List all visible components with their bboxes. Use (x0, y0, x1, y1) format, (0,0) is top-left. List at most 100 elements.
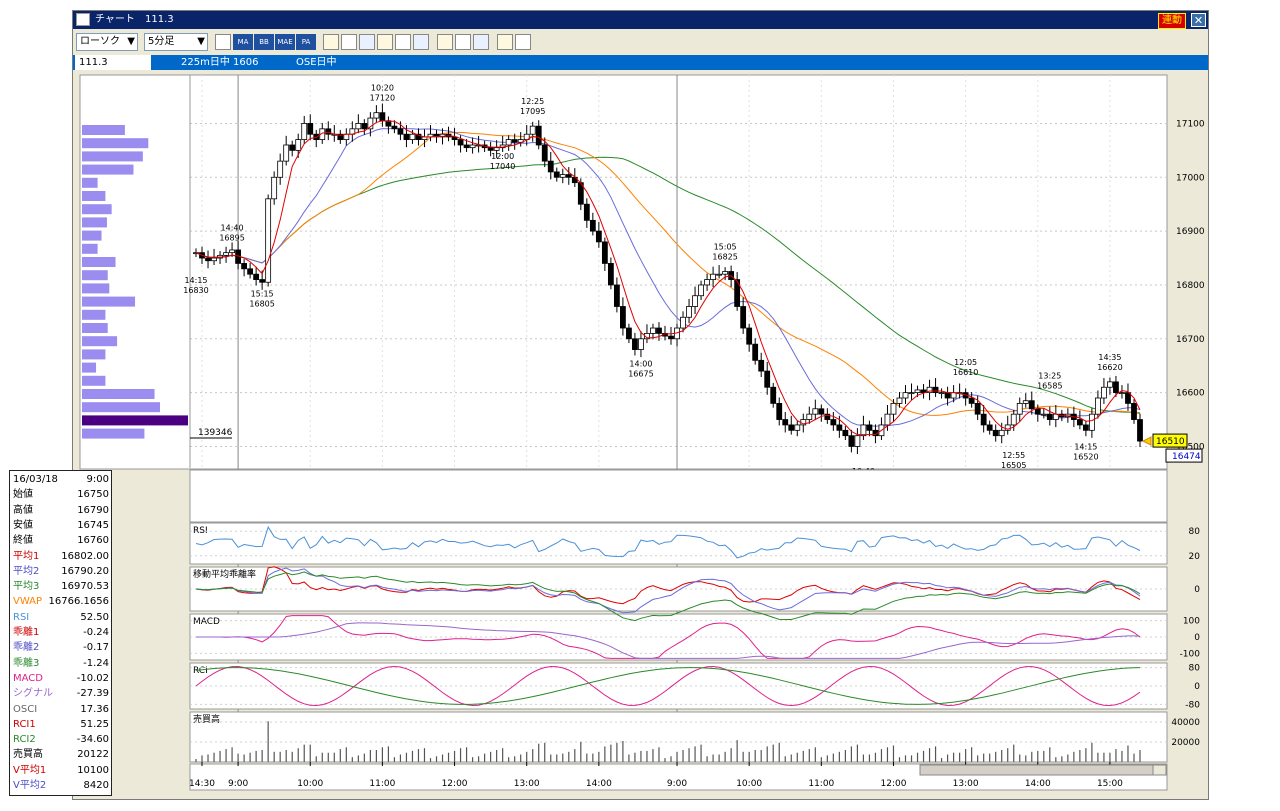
volume-profile-bar (82, 164, 134, 175)
oscillator-icon[interactable] (341, 34, 357, 50)
candle-body (686, 306, 692, 318)
ma-icon[interactable]: MA (233, 34, 253, 50)
candle-body (301, 123, 308, 141)
candle-body (764, 370, 771, 388)
candle-body (806, 413, 813, 420)
candle-body (1004, 424, 1011, 431)
ohlc-value: 16970.53 (61, 581, 109, 593)
candle-body (1095, 397, 1101, 415)
ohlc-key: VWAP (13, 596, 43, 608)
candle-body (836, 424, 843, 431)
ohlc-row: 乖離2 -0.17 (10, 640, 113, 655)
info-bar: 111.3 225m日中 1606 OSE日中 (73, 55, 1208, 70)
pa-icon[interactable]: PA (296, 34, 316, 50)
ruler-icon[interactable] (413, 34, 429, 50)
candle-body (620, 306, 626, 329)
candle-body (746, 327, 753, 345)
interval-select[interactable]: 5分足 ▼ (144, 33, 208, 51)
window-code: 111.3 (145, 14, 174, 25)
time-tick-label: 13:00 (953, 779, 979, 789)
annotation-price: 16620 (1097, 363, 1122, 372)
candle-body (740, 306, 747, 329)
chart-type-select[interactable]: ローソク ▼ (76, 33, 138, 51)
annotation-time: 14:00 (629, 359, 652, 368)
ohlc-row: シグナル -27.39 (10, 686, 113, 701)
ohlc-value: 16790 (77, 504, 109, 516)
ohlc-value: 17.36 (80, 703, 109, 715)
annotation-time: 12:05 (954, 358, 977, 367)
time-tick-label: 11:00 (369, 779, 395, 789)
candle-body (914, 389, 921, 394)
rci2-line (195, 667, 1141, 705)
time-tick-label: 13:00 (514, 779, 540, 789)
close-icon[interactable]: ✕ (1191, 13, 1206, 27)
ohlc-value: 16750 (77, 489, 109, 501)
annotation-time: 12:00 (491, 152, 514, 161)
volume-profile-bar (82, 283, 110, 294)
price-tick-label: 16800 (1176, 281, 1205, 291)
candle-body (752, 343, 759, 361)
candle-body (1022, 400, 1029, 404)
ohlc-value: 16745 (77, 519, 109, 531)
horizontal-scrollbar (919, 764, 1154, 776)
ma1-line (195, 120, 1141, 436)
candle-body (223, 252, 229, 256)
candle-body (607, 263, 614, 286)
settings-icon[interactable] (497, 34, 513, 50)
annotation-time: 13:25 (1038, 372, 1061, 381)
candle-body (487, 147, 494, 151)
pen-icon[interactable] (437, 34, 453, 50)
candle-body (698, 284, 704, 297)
dev2-line (195, 567, 1141, 614)
candle-body (896, 397, 903, 404)
candle-body (1034, 408, 1041, 415)
mae-icon[interactable]: MAE (275, 34, 295, 50)
candle-body (469, 144, 476, 149)
volume-profile-bar (82, 389, 155, 399)
candle-body (710, 273, 716, 280)
indicator-icon[interactable] (215, 34, 231, 50)
annotation-time: 14:15 (1074, 443, 1097, 452)
zoom-icon[interactable] (377, 34, 393, 50)
annotation-time: 12:55 (1002, 451, 1025, 460)
line-chart-icon[interactable] (323, 34, 339, 50)
dev3-line (195, 571, 1141, 622)
candle-body (295, 139, 302, 151)
candle-body (589, 219, 596, 232)
price-tick-label: 16700 (1176, 335, 1205, 345)
annotation-price: 17040 (490, 162, 515, 171)
pointer-icon[interactable] (455, 34, 471, 50)
price-icon[interactable] (359, 34, 375, 50)
candle-body (307, 123, 314, 135)
period-icon[interactable] (515, 34, 531, 50)
candle-body (601, 241, 608, 264)
eraser-icon[interactable] (473, 34, 489, 50)
rsi-tick-label: 20 (1189, 552, 1201, 562)
candle-body (890, 402, 897, 415)
bb-icon[interactable]: BB (254, 34, 274, 50)
ohlc-key: RCI2 (13, 734, 36, 746)
candle-body (1046, 413, 1053, 420)
candle-body (758, 359, 765, 372)
ohlc-value: 16790.20 (61, 565, 109, 577)
candle-body (632, 338, 638, 350)
sync-button[interactable]: 連動 (1158, 13, 1186, 29)
candle-body (463, 144, 470, 149)
ohlc-row: RCI1 51.25 (10, 717, 113, 732)
draw-icon[interactable] (395, 34, 411, 50)
prev-price-tag (1165, 448, 1203, 463)
annotation-price: 16895 (219, 234, 244, 243)
macd-tick-label: 0 (1194, 633, 1200, 643)
ohlc-row: 始値 16750 (10, 487, 113, 502)
candle-body (692, 295, 698, 307)
rci-label: RCI (193, 666, 208, 676)
candle-body (968, 397, 975, 404)
volume-profile-bar (82, 230, 102, 241)
ohlc-panel: 16/03/18 9:00 始値 16750 高値 16790 安値 16745 終値 16760… (9, 470, 112, 796)
candle-body (373, 112, 380, 119)
time-tick-label: 14:30 (189, 779, 215, 789)
time-tick-label: 12:00 (881, 779, 907, 789)
volume-profile-bar (82, 125, 125, 135)
deviation-label: 移動平均乖離率 (193, 568, 256, 580)
